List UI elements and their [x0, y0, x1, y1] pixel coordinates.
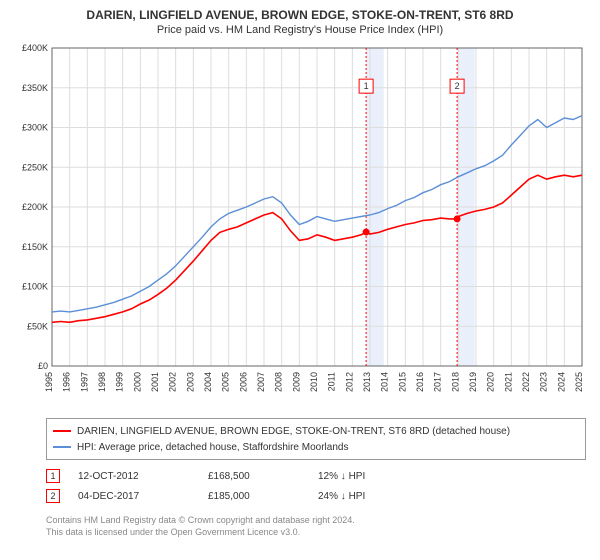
chart-container: DARIEN, LINGFIELD AVENUE, BROWN EDGE, ST…: [0, 0, 600, 542]
x-tick-label: 1995: [44, 372, 54, 392]
legend: DARIEN, LINGFIELD AVENUE, BROWN EDGE, ST…: [46, 418, 586, 460]
x-tick-label: 2012: [344, 372, 354, 392]
chart-svg: £0 £50K £100K £150K £200K £250K £300K £350K £400…: [10, 42, 590, 412]
y-tick-label: £300K: [22, 123, 48, 133]
legend-row: HPI: Average price, detached house, Staf…: [53, 439, 579, 455]
marker-row-badge: 1: [46, 469, 60, 483]
marker-row-date: 04-DEC-2017: [78, 491, 208, 502]
marker-badge-text: 1: [364, 81, 369, 91]
legend-swatch: [53, 446, 71, 448]
legend-label: HPI: Average price, detached house, Staf…: [77, 442, 348, 453]
y-tick-label: £50K: [27, 321, 48, 331]
y-tick-label: £250K: [22, 162, 48, 172]
marker-badge-text: 2: [455, 81, 460, 91]
x-tick-label: 2006: [238, 372, 248, 392]
marker-row: 2 04-DEC-2017£185,00024% ↓ HPI: [46, 486, 586, 506]
x-tick-label: 2001: [150, 372, 160, 392]
marker-row-diff: 24% ↓ HPI: [318, 491, 428, 502]
x-tick-label: 1996: [62, 372, 72, 392]
x-tick-label: 2005: [221, 372, 231, 392]
y-tick-label: £0: [38, 361, 48, 371]
legend-swatch: [53, 430, 71, 432]
sale-dot: [454, 215, 461, 222]
x-tick-label: 1999: [115, 372, 125, 392]
sale-markers-table: 1 12-OCT-2012£168,50012% ↓ HPI 2 04-DEC-201…: [46, 466, 586, 506]
x-tick-label: 2023: [539, 372, 549, 392]
footnotes: Contains HM Land Registry data © Crown c…: [46, 514, 590, 538]
x-tick-label: 2008: [274, 372, 284, 392]
sale-dot: [363, 229, 370, 236]
marker-row-date: 12-OCT-2012: [78, 471, 208, 482]
marker-row: 1 12-OCT-2012£168,50012% ↓ HPI: [46, 466, 586, 486]
x-tick-label: 2014: [380, 372, 390, 392]
footnote-line: This data is licensed under the Open Gov…: [46, 526, 590, 538]
footnote-line: Contains HM Land Registry data © Crown c…: [46, 514, 590, 526]
x-tick-label: 2025: [574, 372, 584, 392]
legend-label: DARIEN, LINGFIELD AVENUE, BROWN EDGE, ST…: [77, 426, 510, 437]
x-tick-label: 2024: [556, 372, 566, 392]
x-tick-label: 1998: [97, 372, 107, 392]
x-tick-label: 2015: [397, 372, 407, 392]
page-title: DARIEN, LINGFIELD AVENUE, BROWN EDGE, ST…: [10, 8, 590, 22]
x-tick-label: 2020: [486, 372, 496, 392]
x-tick-label: 2000: [132, 372, 142, 392]
x-tick-label: 2019: [468, 372, 478, 392]
x-tick-label: 2010: [309, 372, 319, 392]
marker-row-price: £168,500: [208, 471, 318, 482]
x-tick-label: 1997: [79, 372, 89, 392]
x-tick-label: 2017: [433, 372, 443, 392]
y-tick-label: £400K: [22, 43, 48, 53]
x-tick-label: 2021: [503, 372, 513, 392]
price-chart: £0 £50K £100K £150K £200K £250K £300K £350K £400…: [10, 42, 590, 412]
x-tick-label: 2013: [362, 372, 372, 392]
y-tick-label: £350K: [22, 83, 48, 93]
x-tick-label: 2018: [450, 372, 460, 392]
x-tick-label: 2003: [185, 372, 195, 392]
x-tick-label: 2022: [521, 372, 531, 392]
x-tick-label: 2004: [203, 372, 213, 392]
marker-row-price: £185,000: [208, 491, 318, 502]
x-tick-label: 2016: [415, 372, 425, 392]
x-tick-label: 2002: [168, 372, 178, 392]
legend-row: DARIEN, LINGFIELD AVENUE, BROWN EDGE, ST…: [53, 423, 579, 439]
y-tick-label: £150K: [22, 242, 48, 252]
page-subtitle: Price paid vs. HM Land Registry's House …: [10, 24, 590, 36]
x-tick-label: 2011: [327, 372, 337, 391]
marker-row-badge: 2: [46, 489, 60, 503]
x-tick-label: 2009: [291, 372, 301, 392]
y-tick-label: £100K: [22, 282, 48, 292]
x-tick-label: 2007: [256, 372, 266, 392]
y-tick-label: £200K: [22, 202, 48, 212]
marker-row-diff: 12% ↓ HPI: [318, 471, 428, 482]
